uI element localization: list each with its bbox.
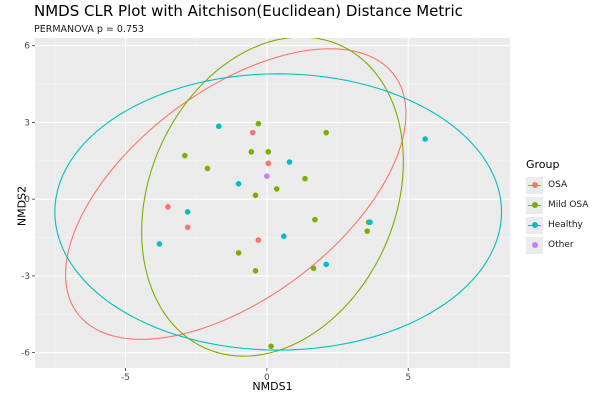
y-tick-label: -3 xyxy=(21,272,30,282)
point-healthy xyxy=(184,209,191,215)
point-healthy xyxy=(422,136,428,142)
ellipse-mild-osa xyxy=(141,38,404,357)
point-healthy xyxy=(156,241,163,247)
legend-key-osa xyxy=(526,176,543,194)
legend-dot xyxy=(531,202,538,208)
legend-item-mild-osa: Mild OSA xyxy=(526,195,588,215)
legend-key-healthy xyxy=(526,216,543,234)
chart-title: NMDS CLR Plot with Aitchison(Euclidean) … xyxy=(34,2,463,20)
ellipse-osa xyxy=(65,48,407,340)
legend: Group OSA Mild OSA Healthy Other xyxy=(526,158,588,255)
legend-dot xyxy=(531,242,538,248)
point-mild-osa xyxy=(255,120,262,127)
point-healthy xyxy=(215,123,222,130)
legend-title: Group xyxy=(526,158,560,171)
legend-item-osa: OSA xyxy=(526,175,588,195)
y-tick-label: 3 xyxy=(24,118,30,128)
point-mild-osa xyxy=(323,129,330,136)
legend-item-healthy: Healthy xyxy=(526,215,588,235)
point-osa xyxy=(255,237,262,243)
point-mild-osa xyxy=(310,265,317,272)
legend-label: Other xyxy=(548,240,574,250)
point-mild-osa xyxy=(235,250,242,256)
y-tick-label: 6 xyxy=(24,42,30,52)
point-mild-osa xyxy=(248,149,255,155)
point-mild-osa xyxy=(302,175,308,182)
panel-background xyxy=(35,38,510,368)
legend-label: Healthy xyxy=(548,220,583,230)
y-tick-label: 0 xyxy=(24,195,30,205)
legend-label: OSA xyxy=(548,180,568,190)
point-mild-osa xyxy=(182,152,188,159)
legend-key-mild-osa xyxy=(526,196,543,214)
point-mild-osa xyxy=(252,192,259,199)
x-axis-label: NMDS1 xyxy=(252,380,293,393)
point-other xyxy=(264,173,270,179)
legend-dot xyxy=(531,222,538,228)
point-mild-osa xyxy=(273,186,280,192)
x-tick-label: -5 xyxy=(121,373,130,383)
y-tick-label: -6 xyxy=(21,349,30,359)
point-healthy xyxy=(323,261,330,268)
legend-label: Mild OSA xyxy=(548,200,589,210)
point-healthy xyxy=(286,159,293,165)
point-mild-osa xyxy=(268,343,274,350)
legend-key-other xyxy=(526,236,543,254)
point-mild-osa xyxy=(364,228,371,234)
point-osa xyxy=(265,160,272,167)
point-healthy xyxy=(281,233,287,240)
point-mild-osa xyxy=(204,165,211,172)
x-tick-label: 0 xyxy=(264,373,270,383)
point-osa xyxy=(165,204,171,210)
chart-subtitle: PERMANOVA p = 0.753 xyxy=(34,24,145,35)
point-mild-osa xyxy=(265,149,272,155)
point-osa xyxy=(249,129,256,136)
y-axis-label: NMDS2 xyxy=(15,185,29,227)
ellipse-healthy xyxy=(54,73,503,351)
point-mild-osa xyxy=(252,267,259,274)
legend-dot xyxy=(531,182,538,188)
x-tick-label: 5 xyxy=(405,373,411,383)
legend-item-other: Other xyxy=(526,235,588,255)
point-healthy xyxy=(235,181,242,187)
point-healthy xyxy=(367,219,373,225)
point-osa xyxy=(184,224,191,231)
point-mild-osa xyxy=(312,216,318,223)
